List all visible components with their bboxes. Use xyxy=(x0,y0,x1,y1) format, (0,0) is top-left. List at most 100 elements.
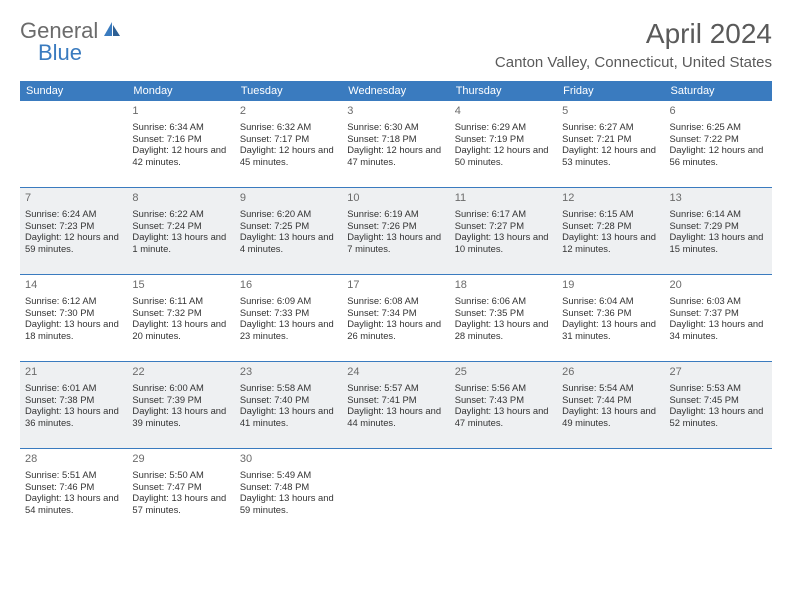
day-number: 28 xyxy=(25,453,122,467)
day-number: 24 xyxy=(347,366,444,380)
day-number: 22 xyxy=(132,366,229,380)
sunrise-line: Sunrise: 6:30 AM xyxy=(347,121,444,133)
sunrise-line: Sunrise: 6:04 AM xyxy=(562,295,659,307)
day-number: 18 xyxy=(455,279,552,293)
sunset-line: Sunset: 7:18 PM xyxy=(347,133,444,145)
sunset-line: Sunset: 7:37 PM xyxy=(670,307,767,319)
sunset-line: Sunset: 7:45 PM xyxy=(670,394,767,406)
sunrise-line: Sunrise: 6:20 AM xyxy=(240,208,337,220)
day-number: 1 xyxy=(132,105,229,119)
sunrise-line: Sunrise: 6:15 AM xyxy=(562,208,659,220)
day-number: 13 xyxy=(670,192,767,206)
sunset-line: Sunset: 7:26 PM xyxy=(347,220,444,232)
daylight-line: Daylight: 13 hours and 4 minutes. xyxy=(240,231,337,255)
daylight-line: Daylight: 13 hours and 36 minutes. xyxy=(25,405,122,429)
sunset-line: Sunset: 7:46 PM xyxy=(25,481,122,493)
daylight-line: Daylight: 13 hours and 12 minutes. xyxy=(562,231,659,255)
sunrise-line: Sunrise: 6:22 AM xyxy=(132,208,229,220)
day-number: 30 xyxy=(240,453,337,467)
calendar-cell: 25Sunrise: 5:56 AMSunset: 7:43 PMDayligh… xyxy=(450,362,557,448)
weekday-header-row: SundayMondayTuesdayWednesdayThursdayFrid… xyxy=(20,81,772,101)
location-text: Canton Valley, Connecticut, United State… xyxy=(495,54,772,71)
calendar-cell: 21Sunrise: 6:01 AMSunset: 7:38 PMDayligh… xyxy=(20,362,127,448)
sunrise-line: Sunrise: 5:53 AM xyxy=(670,382,767,394)
calendar-week: 28 Sunrise: 5:51 AMSunset: 7:46 PM Dayligh… xyxy=(20,448,772,535)
daylight-line: Daylight: 13 hours and 1 minute. xyxy=(132,231,229,255)
day-number: 3 xyxy=(347,105,444,119)
sunset-line: Sunset: 7:24 PM xyxy=(132,220,229,232)
day-number: 21 xyxy=(25,366,122,380)
daylight-line: Daylight: 12 hours and 47 minutes. xyxy=(347,144,444,168)
daylight-line: Daylight: 12 hours and 42 minutes. xyxy=(132,144,229,168)
calendar-cell: 3 Sunrise: 6:30 AMSunset: 7:18 PMDaylight… xyxy=(342,101,449,187)
calendar-cell: 19Sunrise: 6:04 AMSunset: 7:36 PMDayligh… xyxy=(557,275,664,361)
calendar-cell: 27Sunrise: 5:53 AMSunset: 7:45 PMDayligh… xyxy=(665,362,772,448)
day-number: 6 xyxy=(670,105,767,119)
calendar-cell: 9Sunrise: 6:20 AMSunset: 7:25 PMDaylight… xyxy=(235,188,342,274)
daylight-line: Daylight: 13 hours and 31 minutes. xyxy=(562,318,659,342)
sunset-line: Sunset: 7:36 PM xyxy=(562,307,659,319)
day-number: 20 xyxy=(670,279,767,293)
weekday-header: Thursday xyxy=(450,81,557,101)
daylight-line: Daylight: 13 hours and 59 minutes. xyxy=(240,492,337,516)
sunrise-line: Sunrise: 5:58 AM xyxy=(240,382,337,394)
sunrise-line: Sunrise: 6:09 AM xyxy=(240,295,337,307)
day-number: 12 xyxy=(562,192,659,206)
sunset-line: Sunset: 7:47 PM xyxy=(132,481,229,493)
day-number: 29 xyxy=(132,453,229,467)
calendar-cell: 15Sunrise: 6:11 AMSunset: 7:32 PMDayligh… xyxy=(127,275,234,361)
sunrise-line: Sunrise: 6:01 AM xyxy=(25,382,122,394)
sunrise-line: Sunrise: 5:49 AM xyxy=(240,469,337,481)
day-number: 5 xyxy=(562,105,659,119)
calendar-cell: 17Sunrise: 6:08 AMSunset: 7:34 PMDayligh… xyxy=(342,275,449,361)
calendar-week: 1Sunrise: 6:34 AMSunset: 7:16 PMDaylight… xyxy=(20,101,772,187)
daylight-line: Daylight: 13 hours and 26 minutes. xyxy=(347,318,444,342)
calendar-cell: 14Sunrise: 6:12 AMSunset: 7:30 PMDayligh… xyxy=(20,275,127,361)
calendar-cell: 22Sunrise: 6:00 AMSunset: 7:39 PMDayligh… xyxy=(127,362,234,448)
sunrise-line: Sunrise: 6:19 AM xyxy=(347,208,444,220)
day-number: 4 xyxy=(455,105,552,119)
calendar-cell: 4Sunrise: 6:29 AMSunset: 7:19 PMDaylight… xyxy=(450,101,557,187)
daylight-line: Daylight: 13 hours and 49 minutes. xyxy=(562,405,659,429)
calendar-cell: 26Sunrise: 5:54 AMSunset: 7:44 PMDayligh… xyxy=(557,362,664,448)
calendar-week: 14Sunrise: 6:12 AMSunset: 7:30 PMDayligh… xyxy=(20,274,772,361)
sunset-line: Sunset: 7:34 PM xyxy=(347,307,444,319)
calendar-cell: 7Sunrise: 6:24 AMSunset: 7:23 PMDaylight… xyxy=(20,188,127,274)
sunrise-line: Sunrise: 6:24 AM xyxy=(25,208,122,220)
sunset-line: Sunset: 7:29 PM xyxy=(670,220,767,232)
calendar-cell: 12Sunrise: 6:15 AMSunset: 7:28 PMDayligh… xyxy=(557,188,664,274)
sunset-line: Sunset: 7:17 PM xyxy=(240,133,337,145)
daylight-line: Daylight: 12 hours and 59 minutes. xyxy=(25,231,122,255)
calendar-cell: 28Sunrise: 5:51 AMSunset: 7:46 PMDayligh… xyxy=(20,449,127,535)
calendar-cell xyxy=(450,449,557,535)
sunset-line: Sunset: 7:40 PM xyxy=(240,394,337,406)
sunrise-line: Sunrise: 6:11 AM xyxy=(132,295,229,307)
sunset-line: Sunset: 7:30 PM xyxy=(25,307,122,319)
calendar-cell xyxy=(557,449,664,535)
calendar-cell: 1Sunrise: 6:34 AMSunset: 7:16 PMDaylight… xyxy=(127,101,234,187)
sunset-line: Sunset: 7:27 PM xyxy=(455,220,552,232)
day-number: 7 xyxy=(25,192,122,206)
calendar-week: 21Sunrise: 6:01 AMSunset: 7:38 PMDayligh… xyxy=(20,361,772,448)
day-number: 11 xyxy=(455,192,552,206)
sunrise-line: Sunrise: 6:27 AM xyxy=(562,121,659,133)
calendar-cell: 11Sunrise: 6:17 AMSunset: 7:27 PMDayligh… xyxy=(450,188,557,274)
daylight-line: Daylight: 13 hours and 44 minutes. xyxy=(347,405,444,429)
sunrise-line: Sunrise: 6:08 AM xyxy=(347,295,444,307)
day-number: 25 xyxy=(455,366,552,380)
daylight-line: Daylight: 13 hours and 15 minutes. xyxy=(670,231,767,255)
day-number: 2 xyxy=(240,105,337,119)
sunrise-line: Sunrise: 6:32 AM xyxy=(240,121,337,133)
day-number: 9 xyxy=(240,192,337,206)
sunset-line: Sunset: 7:21 PM xyxy=(562,133,659,145)
calendar-cell xyxy=(665,449,772,535)
weekday-header: Saturday xyxy=(665,81,772,101)
sunrise-line: Sunrise: 5:51 AM xyxy=(25,469,122,481)
sunset-line: Sunset: 7:33 PM xyxy=(240,307,337,319)
sunrise-line: Sunrise: 6:17 AM xyxy=(455,208,552,220)
calendar-cell: 8Sunrise: 6:22 AMSunset: 7:24 PMDaylight… xyxy=(127,188,234,274)
sunset-line: Sunset: 7:35 PM xyxy=(455,307,552,319)
daylight-line: Daylight: 13 hours and 28 minutes. xyxy=(455,318,552,342)
sunrise-line: Sunrise: 5:50 AM xyxy=(132,469,229,481)
sunset-line: Sunset: 7:39 PM xyxy=(132,394,229,406)
